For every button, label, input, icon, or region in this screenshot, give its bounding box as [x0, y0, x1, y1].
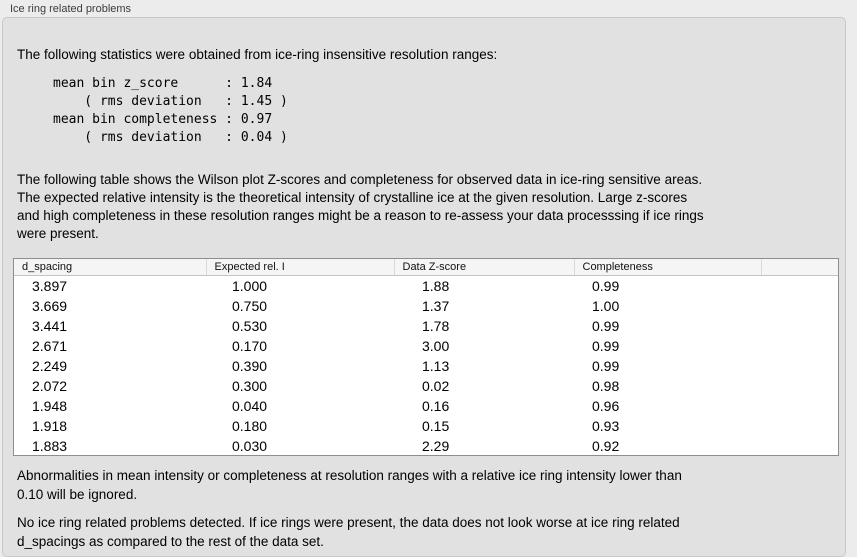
table-cell: 1.00 [592, 298, 620, 314]
table-cell [761, 416, 838, 436]
text-line: Abnormalities in mean intensity or compl… [17, 468, 682, 483]
table-cell: 0.93 [592, 418, 620, 434]
table-cell: 1.13 [422, 358, 450, 374]
text-line: d_spacings as compared to the rest of th… [17, 534, 324, 549]
table-cell [761, 356, 838, 376]
ice-ring-groupbox: The following statistics were obtained f… [2, 17, 846, 557]
table-cell: 0.02 [422, 378, 450, 394]
statistics-block: mean bin z_score : 1.84 ( rms deviation … [53, 75, 288, 147]
column-header[interactable]: d_spacing [14, 259, 207, 276]
table-cell: 0.16 [422, 398, 450, 414]
intro-text: The following statistics were obtained f… [17, 47, 498, 62]
table-cell: 0.99 [592, 318, 620, 334]
table-cell: 0.92 [592, 438, 620, 454]
column-header[interactable] [761, 259, 838, 276]
table-cell: 0.300 [232, 378, 268, 394]
table-cell: 0.040 [232, 398, 268, 414]
table-cell [761, 316, 838, 336]
table-cell: 0.180 [232, 418, 268, 434]
text-line: ( rms deviation : 0.04 ) [53, 130, 288, 145]
table-cell: 0.96 [592, 398, 620, 414]
table-cell: 3.897 [32, 278, 68, 294]
column-header[interactable]: Expected rel. I [206, 259, 395, 276]
table-row[interactable]: 1.948 0.040 0.16 0.96 [14, 396, 838, 416]
table-cell: 0.390 [232, 358, 268, 374]
table-cell [761, 376, 838, 396]
text-line: No ice ring related problems detected. I… [17, 515, 680, 530]
table-cell [761, 296, 838, 316]
ice-ring-report-screen: { "panel": { "title": "Ice ring related … [2, 3, 846, 557]
column-header[interactable]: Completeness [574, 259, 762, 276]
table-cell [761, 436, 838, 455]
table-cell: 3.669 [32, 298, 68, 314]
table-cell: 1.37 [422, 298, 450, 314]
table-cell: 2.671 [32, 338, 68, 354]
table-row[interactable]: 2.072 0.300 0.02 0.98 [14, 376, 838, 396]
table-cell [761, 276, 838, 297]
conclusion-text: No ice ring related problems detected. I… [17, 513, 680, 551]
table-cell: 3.441 [32, 318, 68, 334]
table-cell [761, 336, 838, 356]
panel-title: Ice ring related problems [10, 3, 132, 15]
text-line: The expected relative intensity is the t… [17, 190, 688, 205]
table-cell: 0.98 [592, 378, 620, 394]
text-line: and high completeness in these resolutio… [17, 208, 704, 223]
table-row[interactable]: 2.249 0.390 1.13 0.99 [14, 356, 838, 376]
ice-ring-table[interactable]: d_spacing Expected rel. I Data Z-score Comp… [13, 258, 839, 456]
text-line: were present. [17, 226, 99, 241]
table-cell: 1.000 [232, 278, 268, 294]
ice-ring-data-table[interactable]: d_spacing Expected rel. I Data Z-score Comp… [14, 259, 838, 455]
column-header[interactable]: Data Z-score [394, 259, 575, 276]
table-row[interactable]: 3.669 0.750 1.37 1.00 [14, 296, 838, 316]
text-line: 0.10 will be ignored. [17, 487, 138, 502]
table-cell: 0.99 [592, 338, 620, 354]
table-cell: 0.99 [592, 358, 620, 374]
table-row[interactable]: 3.897 1.000 1.88 0.99 [14, 276, 838, 297]
table-row[interactable]: 2.671 0.170 3.00 0.99 [14, 336, 838, 356]
table-cell: 3.00 [422, 338, 450, 354]
table-cell: 0.530 [232, 318, 268, 334]
table-row[interactable]: 1.918 0.180 0.15 0.93 [14, 416, 838, 436]
table-cell: 0.750 [232, 298, 268, 314]
table-cell: 2.29 [422, 438, 450, 454]
table-cell: 2.072 [32, 378, 68, 394]
table-cell: 1.88 [422, 278, 450, 294]
table-cell [761, 396, 838, 416]
table-cell: 0.15 [422, 418, 450, 434]
table-cell: 1.948 [32, 398, 68, 414]
table-row[interactable]: 3.441 0.530 1.78 0.99 [14, 316, 838, 336]
ignore-note-text: Abnormalities in mean intensity or compl… [17, 466, 682, 504]
table-cell: 1.883 [32, 438, 68, 454]
table-row[interactable]: 1.883 0.030 2.29 0.92 [14, 436, 838, 455]
text-line: The following table shows the Wilson plo… [17, 172, 703, 187]
table-header-row: d_spacing Expected rel. I Data Z-score Comp… [14, 259, 838, 276]
table-description: The following table shows the Wilson plo… [17, 171, 704, 243]
table-cell: 2.249 [32, 358, 68, 374]
table-cell: 0.170 [232, 338, 268, 354]
table-cell: 0.99 [592, 278, 620, 294]
text-line: mean bin completeness : 0.97 [53, 112, 273, 127]
table-cell: 0.030 [232, 438, 268, 454]
table-cell: 1.918 [32, 418, 68, 434]
text-line: mean bin z_score : 1.84 [53, 76, 273, 91]
text-line: ( rms deviation : 1.45 ) [53, 94, 288, 109]
table-cell: 1.78 [422, 318, 450, 334]
